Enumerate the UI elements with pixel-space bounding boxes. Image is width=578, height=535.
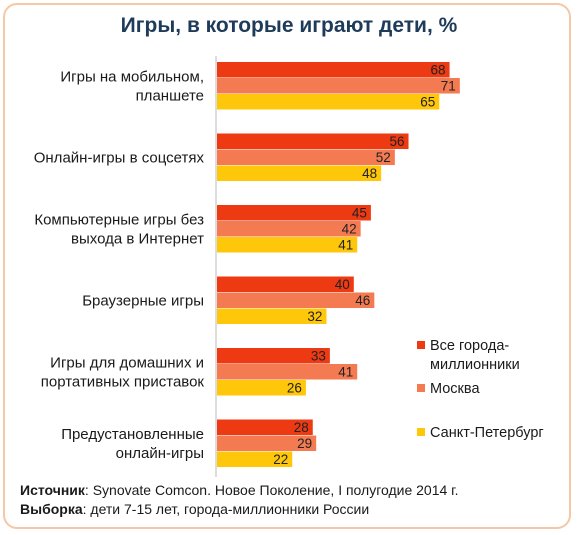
sample-text: : дети 7-15 лет, города-миллионники Росс…: [82, 501, 370, 517]
data-label: 56: [389, 134, 404, 149]
sample-line: Выборка: дети 7-15 лет, города-миллионни…: [20, 501, 369, 517]
bar: [217, 205, 371, 221]
data-label: 40: [335, 277, 350, 292]
category-label: Браузерные игры: [82, 293, 204, 310]
bar: [217, 94, 440, 110]
data-label: 41: [338, 365, 353, 380]
legend-swatch: [417, 428, 425, 436]
source-label: Источник: [20, 482, 85, 498]
bar: [217, 435, 317, 451]
bar: [217, 221, 361, 237]
sample-label: Выборка: [20, 501, 83, 517]
category-label: Онлайн-игры в соцсетях: [34, 150, 205, 167]
data-label: 29: [297, 436, 312, 451]
chart-title: Игры, в которые играют дети, %: [120, 14, 458, 37]
bar: [217, 62, 450, 78]
source-line: Источник: Synovate Comcon. Новое Поколен…: [20, 482, 458, 498]
legend-swatch: [417, 341, 425, 349]
category-label: Игры для домашних и: [50, 355, 204, 372]
data-label: 71: [441, 79, 456, 94]
bar: [217, 419, 313, 435]
data-label: 48: [362, 166, 377, 181]
legend-label: миллионники: [430, 357, 520, 373]
bar: [217, 380, 306, 396]
data-label: 65: [420, 95, 435, 110]
category-label: портативных приставок: [41, 374, 205, 391]
category-label: выхода в Интернет: [71, 231, 204, 248]
bar: [217, 451, 293, 467]
bar: [217, 133, 409, 149]
data-label: 46: [355, 293, 370, 308]
bar: [217, 292, 375, 308]
legend-swatch: [417, 384, 425, 392]
data-label: 32: [307, 309, 322, 324]
bar: [217, 364, 358, 380]
category-label: планшете: [136, 88, 204, 105]
data-label: 45: [352, 206, 367, 221]
bar: [217, 276, 354, 292]
bar: [217, 78, 460, 94]
bar: [217, 237, 358, 253]
data-label: 33: [311, 349, 326, 364]
source-text: : Synovate Comcon. Новое Поколение, I по…: [84, 482, 459, 498]
bar: [217, 348, 330, 364]
category-label: Компьютерные игры без: [34, 212, 204, 229]
bar: [217, 149, 395, 165]
data-label: 42: [342, 222, 357, 237]
data-label: 68: [431, 63, 446, 78]
category-label: Игры на мобильном,: [60, 69, 204, 86]
bar: [217, 165, 382, 181]
legend-label: Все города-: [430, 338, 509, 354]
legend-label: Москва: [430, 381, 480, 397]
data-label: 22: [273, 452, 288, 467]
data-label: 26: [287, 381, 302, 396]
data-label: 41: [338, 238, 353, 253]
category-label: Предустановленные: [61, 426, 204, 443]
category-label: онлайн-игры: [116, 445, 204, 462]
legend-label: Санкт-Петербург: [430, 425, 544, 441]
data-label: 52: [376, 150, 391, 165]
data-label: 28: [294, 420, 309, 435]
bar: [217, 308, 327, 324]
